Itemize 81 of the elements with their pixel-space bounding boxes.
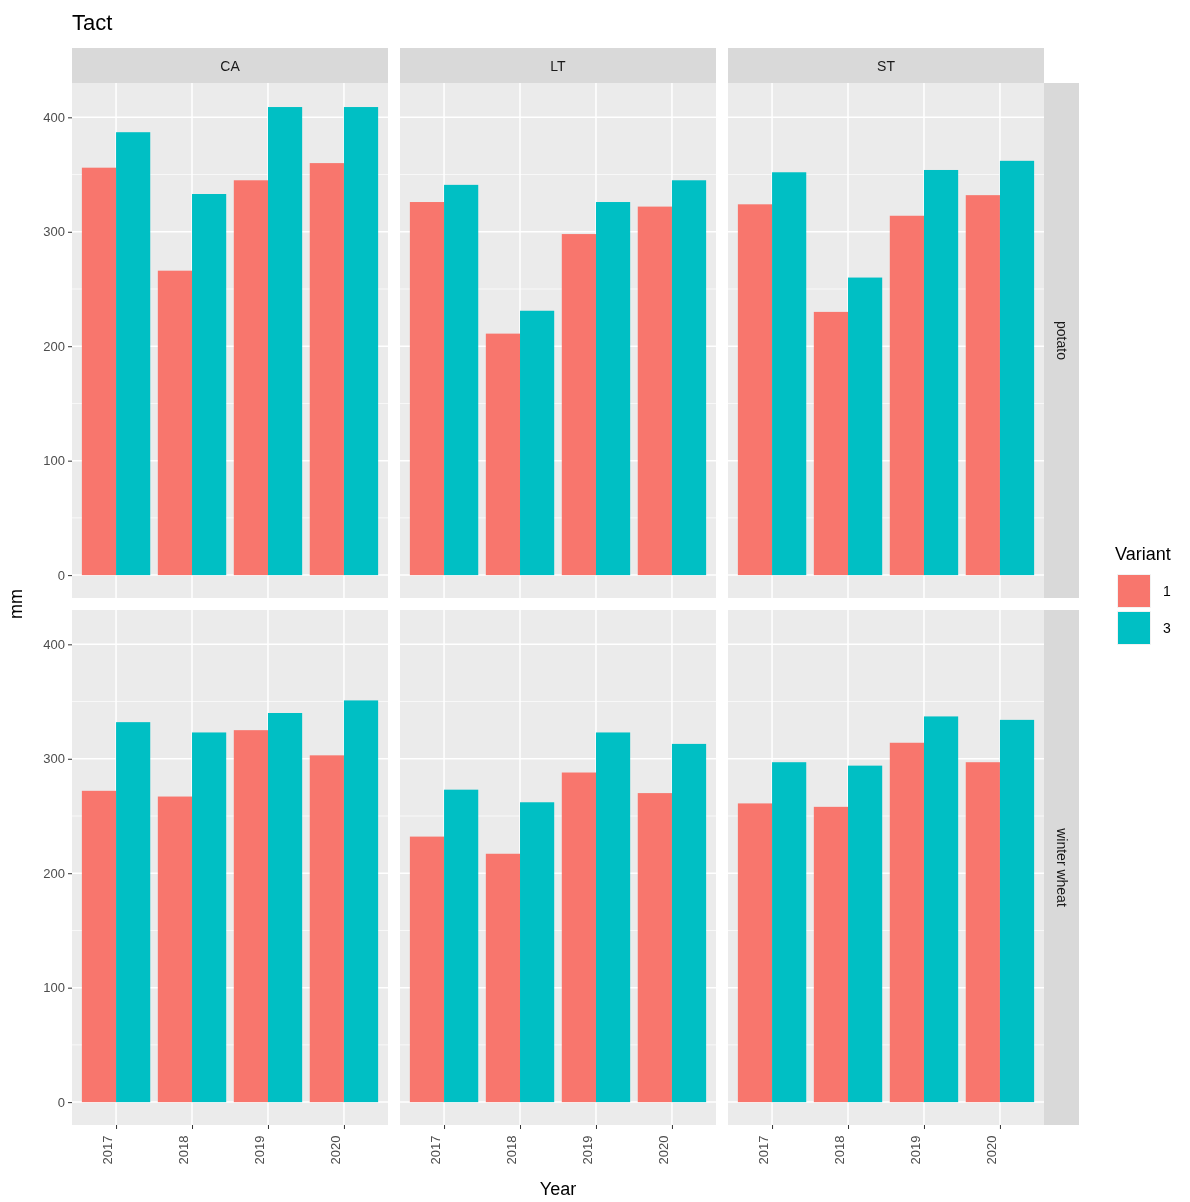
bar bbox=[520, 310, 555, 576]
bar bbox=[772, 172, 807, 576]
y-tick-label: 300 bbox=[43, 224, 65, 240]
x-tick-label: 2020 bbox=[655, 1135, 671, 1165]
bar bbox=[192, 194, 227, 576]
y-axis-title: mm bbox=[6, 589, 26, 619]
x-tick-label: 2019 bbox=[907, 1135, 923, 1165]
chart-title: ST bbox=[877, 57, 896, 74]
bar bbox=[561, 772, 596, 1103]
legend-title: Variant bbox=[1115, 544, 1171, 564]
bar bbox=[485, 333, 521, 576]
bar bbox=[233, 730, 268, 1103]
y-tick-label: 200 bbox=[43, 865, 65, 881]
bar bbox=[999, 719, 1035, 1103]
bar bbox=[485, 853, 521, 1103]
bar bbox=[81, 167, 117, 576]
bar bbox=[267, 107, 303, 576]
x-tick-label: 2019 bbox=[579, 1135, 595, 1165]
bar bbox=[671, 180, 707, 576]
bar bbox=[444, 789, 479, 1103]
x-tick-label: 2020 bbox=[327, 1135, 343, 1165]
chart-title: LT bbox=[550, 57, 567, 74]
y-tick-label: 400 bbox=[43, 109, 65, 125]
y-tick-label: 100 bbox=[43, 980, 65, 996]
bar bbox=[561, 234, 596, 576]
bar bbox=[889, 215, 924, 576]
bar bbox=[923, 716, 959, 1103]
bar bbox=[999, 160, 1035, 576]
bar bbox=[595, 202, 631, 576]
y-tick-label: 200 bbox=[43, 338, 65, 354]
x-tick-label: 2018 bbox=[175, 1135, 191, 1165]
bar bbox=[192, 732, 227, 1103]
y2-axis-title: potato bbox=[1053, 321, 1070, 361]
bar bbox=[813, 806, 849, 1103]
bar bbox=[772, 762, 807, 1103]
y-tick-label: 0 bbox=[57, 567, 65, 583]
bar bbox=[671, 743, 707, 1103]
x-tick-label: 2017 bbox=[100, 1135, 116, 1165]
bar bbox=[233, 180, 268, 576]
bar bbox=[157, 270, 193, 576]
bar bbox=[343, 107, 379, 576]
bar bbox=[637, 206, 672, 576]
legend-label: 1 bbox=[1163, 583, 1171, 599]
bar bbox=[965, 762, 1000, 1103]
bar bbox=[848, 765, 883, 1103]
bar bbox=[267, 713, 303, 1103]
bar bbox=[343, 700, 379, 1103]
bar bbox=[595, 732, 631, 1103]
bar bbox=[444, 184, 479, 576]
x-tick-label: 2019 bbox=[251, 1135, 267, 1165]
bar bbox=[848, 277, 883, 576]
text: Tact bbox=[72, 10, 113, 35]
x-tick-label: 2018 bbox=[831, 1135, 847, 1165]
bar bbox=[116, 132, 151, 576]
bar bbox=[409, 836, 445, 1103]
bar bbox=[309, 755, 344, 1103]
y-tick-label: 100 bbox=[43, 453, 65, 469]
chart-title: CA bbox=[220, 57, 241, 74]
bar bbox=[737, 803, 773, 1103]
bar bbox=[409, 202, 445, 576]
x-tick-label: 2018 bbox=[503, 1135, 519, 1165]
y-tick-label: 300 bbox=[43, 751, 65, 767]
x-axis-title: Year bbox=[539, 1179, 577, 1199]
bar bbox=[737, 204, 773, 576]
x-tick-label: 2020 bbox=[983, 1135, 999, 1165]
bar bbox=[813, 311, 849, 576]
bar bbox=[116, 722, 151, 1103]
y-tick-label: 0 bbox=[57, 1094, 65, 1110]
legend-label: 3 bbox=[1163, 620, 1171, 636]
bar bbox=[81, 790, 117, 1103]
bar bbox=[309, 163, 344, 576]
x-tick-label: 2017 bbox=[428, 1135, 444, 1165]
bar bbox=[520, 802, 555, 1103]
x-tick-label: 2017 bbox=[756, 1135, 772, 1165]
bar bbox=[923, 169, 959, 576]
y2-axis-title: winter wheat bbox=[1053, 827, 1070, 907]
bar bbox=[637, 793, 672, 1103]
bar bbox=[157, 796, 193, 1103]
bar bbox=[965, 195, 1000, 576]
y-tick-label: 400 bbox=[43, 636, 65, 652]
bar bbox=[889, 742, 924, 1103]
